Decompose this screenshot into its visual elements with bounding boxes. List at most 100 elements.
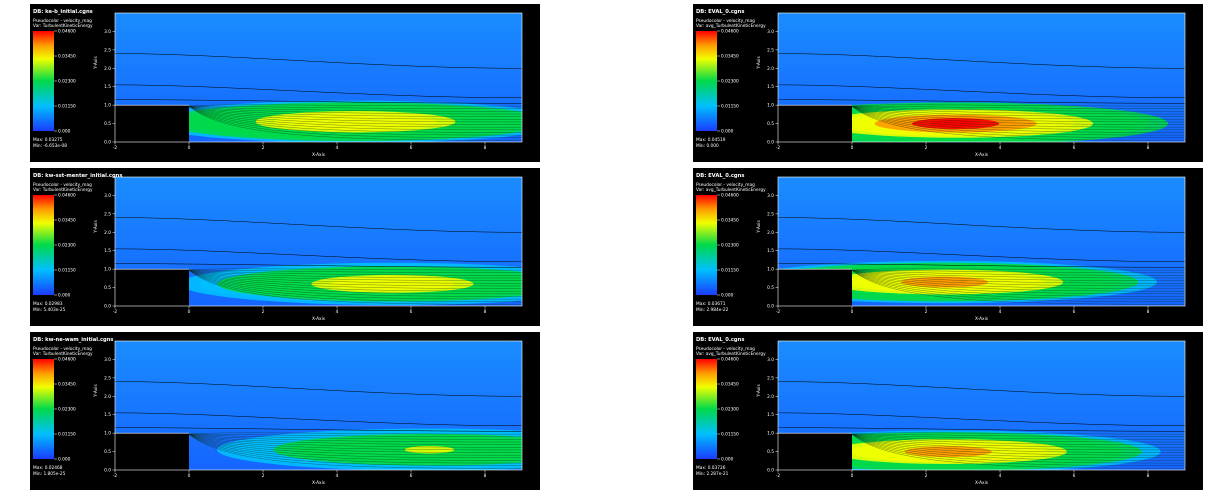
y-tick-label: 3.0	[104, 357, 111, 363]
streamline-contour	[115, 427, 522, 432]
y-tick-label: 1.5	[767, 412, 774, 418]
colorbar-tick-label: 0.01150	[58, 432, 76, 438]
contour-line	[188, 105, 522, 133]
min-label: Min: 2.287e-21	[696, 471, 729, 477]
y-tick-label: 0.5	[104, 285, 111, 291]
y-tick-label: 1.0	[104, 103, 111, 109]
x-tick-label: 8	[484, 309, 487, 315]
x-tick-label: 4	[336, 309, 339, 315]
contour-line	[188, 105, 522, 131]
contour-line	[851, 432, 1185, 435]
variable-label: Var: avg_TurbulentKineticEnergy	[696, 187, 766, 193]
contour-line	[851, 433, 1185, 448]
field-layer	[778, 53, 1185, 142]
x-tick-label: 4	[999, 309, 1002, 315]
plot-type-label: Pseudocolor - velocity_mag	[33, 346, 92, 352]
colorbar-tick-label: 0.000	[58, 129, 71, 135]
contour-line	[188, 433, 522, 445]
chart-svg: DB: EVAL_0.cgns Pseudocolor - velocity_ma…	[696, 9, 1186, 158]
streamline-contour	[778, 53, 1185, 69]
field-layer	[778, 217, 1185, 305]
colorbar	[696, 195, 717, 295]
contour-line	[188, 433, 522, 453]
contour-line	[188, 269, 522, 287]
y-tick-label: 1.5	[767, 84, 774, 90]
y-tick-label: 2.5	[104, 47, 111, 53]
streamline-contour	[115, 412, 522, 427]
x-tick-label: 4	[336, 145, 339, 151]
plot-type-label: Pseudocolor - velocity_mag	[33, 18, 92, 24]
colorbar	[33, 359, 54, 459]
x-tick-label: 8	[1147, 473, 1150, 479]
step-wall	[778, 269, 852, 306]
y-tick-label: 0.5	[767, 121, 774, 127]
step-wall	[778, 105, 852, 142]
x-tick-label: 0	[851, 309, 854, 315]
y-tick-label: 0.0	[767, 140, 774, 146]
step-wall	[778, 433, 852, 470]
y-tick-label: 2.5	[104, 211, 111, 217]
colorbar	[696, 359, 717, 459]
contour-line	[188, 433, 522, 456]
contour-line	[188, 433, 522, 443]
contour-line	[851, 269, 1185, 273]
x-tick-label: -2	[776, 473, 781, 479]
y-axis-label: Y-Axis	[93, 384, 99, 398]
contour-line	[851, 105, 1185, 136]
plot-panel-ke-b-initial: DB: ke-b_initial.cgns Pseudocolor - veloc…	[30, 4, 540, 162]
y-tick-label: 0.5	[104, 121, 111, 127]
y-tick-label: 0.5	[104, 449, 111, 455]
y-tick-label: 0.0	[104, 304, 111, 310]
db-title: DB: EVAL_0.cgns	[696, 337, 744, 343]
max-label: Max: 0.03671	[696, 301, 726, 307]
y-tick-label: 3.0	[104, 193, 111, 199]
contour-line	[188, 105, 522, 136]
contour-line	[851, 105, 1185, 120]
x-axis-label: X-Axis	[312, 152, 326, 158]
contour-line	[851, 105, 1185, 123]
streamline-contour	[115, 263, 522, 268]
colorbar-tick-label: 0.000	[721, 129, 734, 135]
streamline-contour	[778, 263, 1185, 268]
streamline-contour	[115, 248, 522, 263]
contour-line	[851, 106, 1185, 138]
colorbar-tick-label: 0.000	[58, 293, 71, 299]
chart-svg: DB: ke-b_initial.cgns Pseudocolor - veloc…	[33, 9, 523, 158]
contour-line	[188, 269, 522, 273]
x-tick-label: 6	[1073, 309, 1076, 315]
y-tick-label: 1.0	[767, 267, 774, 273]
contour-line	[188, 105, 522, 125]
contour-line	[188, 106, 522, 138]
contour-line	[851, 105, 1185, 117]
x-tick-label: 0	[188, 145, 191, 151]
colorbar-tick-label: 0.01150	[721, 104, 739, 110]
contour-line	[188, 269, 522, 300]
y-axis-label: Y-Axis	[756, 220, 762, 234]
chart-svg: DB: EVAL_0.cgns Pseudocolor - velocity_ma…	[696, 337, 1186, 486]
x-axis-label: X-Axis	[312, 480, 326, 486]
y-tick-label: 1.5	[104, 412, 111, 418]
max-label: Max: 0.03726	[696, 465, 726, 471]
y-axis-label: Y-Axis	[756, 384, 762, 398]
contour-line	[851, 270, 1185, 302]
variable-label: Var: avg_TurbulentKineticEnergy	[696, 351, 766, 357]
contour-line	[851, 433, 1185, 459]
colorbar-tick-label: 0.04600	[721, 357, 739, 363]
x-tick-label: -2	[776, 309, 781, 315]
y-tick-label: 0.5	[767, 449, 774, 455]
y-tick-label: 2.0	[767, 66, 774, 72]
streamline-contour	[778, 217, 1185, 233]
y-tick-label: 0.0	[767, 468, 774, 474]
x-tick-label: 2	[925, 145, 928, 151]
contour-line	[188, 269, 522, 279]
contour-line	[851, 105, 1185, 128]
variable-label: Var: TurbulentKineticEnergy	[33, 187, 93, 193]
contour-line	[851, 269, 1185, 295]
x-tick-label: 4	[999, 473, 1002, 479]
contour-line	[188, 270, 522, 305]
colorbar-tick-label: 0.03450	[721, 218, 739, 224]
streamline-contour	[115, 84, 522, 99]
contour-line	[851, 269, 1185, 284]
plot-frame	[777, 12, 1186, 143]
contour-line	[851, 270, 1185, 305]
